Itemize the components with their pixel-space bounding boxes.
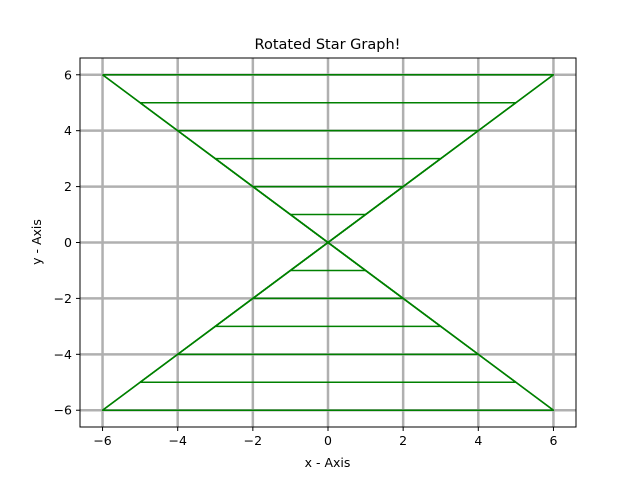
x-tick-label-4: 2 [399,433,407,448]
x-tick-label-3: 0 [324,433,332,448]
x-tick-label-5: 4 [474,433,482,448]
x-tick-label-2: −2 [244,433,262,448]
y-axis-label: y - Axis [29,219,44,265]
x-tick-label-1: −4 [168,433,186,448]
x-tick-label-6: 6 [549,433,557,448]
y-tick-label-0: −6 [54,403,72,418]
y-tick-label-6: 6 [64,67,72,82]
y-tick-label-4: 2 [64,179,72,194]
ticks: −6 −4 −2 0 2 4 6 −6 −4 −2 0 2 4 6 [54,67,558,448]
y-tick-label-3: 0 [64,235,72,250]
chart-title: Rotated Star Graph! [255,37,401,53]
x-tick-label-0: −6 [93,433,111,448]
y-tick-label-2: −2 [54,291,72,306]
y-tick-label-5: 4 [64,123,72,138]
series-line-7 [102,74,554,411]
x-axis-label: x - Axis [305,455,351,470]
plot-series [101,74,555,411]
y-tick-label-1: −4 [54,347,72,362]
